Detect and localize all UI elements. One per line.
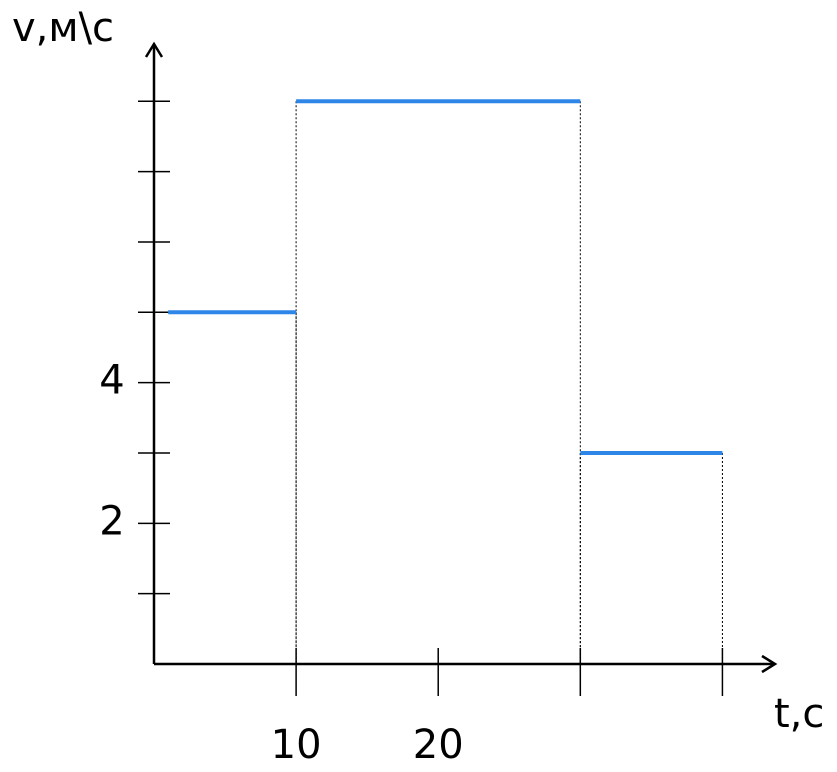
y-tick-label: 2 bbox=[99, 498, 124, 544]
y-tick-label: 4 bbox=[99, 358, 124, 404]
x-axis-arrow bbox=[761, 654, 778, 674]
y-axis-label: v,м\с bbox=[12, 5, 114, 51]
x-tick-label: 10 bbox=[271, 722, 322, 768]
x-tick-label: 20 bbox=[413, 722, 464, 768]
x-axis-label: t,с bbox=[774, 691, 824, 737]
y-axis-arrow bbox=[144, 41, 164, 58]
